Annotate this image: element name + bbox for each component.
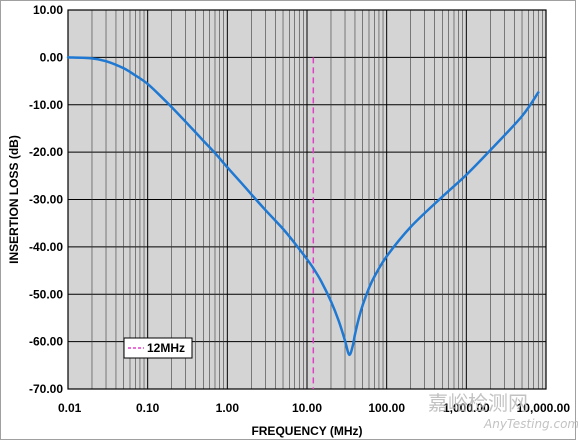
y-tick-label: 0.00	[40, 50, 64, 64]
x-axis-title: FREQUENCY (MHz)	[251, 424, 362, 438]
grid	[67, 9, 546, 390]
legend-box	[123, 337, 193, 359]
y-tick-label: -20.00	[29, 145, 63, 159]
series-line	[66, 56, 540, 357]
x-tick-label: 100.00	[368, 401, 405, 415]
x-tick-label: 0.01	[58, 401, 82, 415]
y-tick-label: -50.00	[29, 287, 63, 301]
legend-label: 12MHz	[147, 341, 185, 355]
y-tick-label: -40.00	[29, 240, 63, 254]
x-tick-label: 1.00	[216, 401, 240, 415]
y-tick-label: -60.00	[29, 335, 63, 349]
x-tick-label: 10.00	[292, 401, 322, 415]
y-axis-title: INSERTION LOSS (dB)	[7, 135, 21, 264]
legend: 12MHz	[123, 337, 193, 359]
x-tick-label: 1,000.00	[443, 401, 490, 415]
watermark-cn: 嘉峪检测网	[428, 391, 528, 415]
plot-border	[67, 9, 547, 390]
watermark-url: AnyTesting.com	[483, 417, 578, 431]
y-tick-label: -30.00	[29, 193, 63, 207]
y-tick-labels: 10.00 0.00 -10.00 -20.00 -30.00 -40.00 -50.00 -…	[29, 3, 63, 396]
x-tick-label: 10,000.00	[517, 401, 571, 415]
x-tick-labels: 0.01 0.10 1.00 10.00 100.00 1,000.00 10,000.00	[58, 401, 570, 415]
y-tick-label: -10.00	[29, 98, 63, 112]
x-tick-label: 0.10	[136, 401, 160, 415]
watermark: 嘉峪检测网 AnyTesting.com	[428, 391, 578, 431]
y-tick-label: 10.00	[33, 3, 63, 17]
y-tick-label: -70.00	[29, 382, 63, 396]
